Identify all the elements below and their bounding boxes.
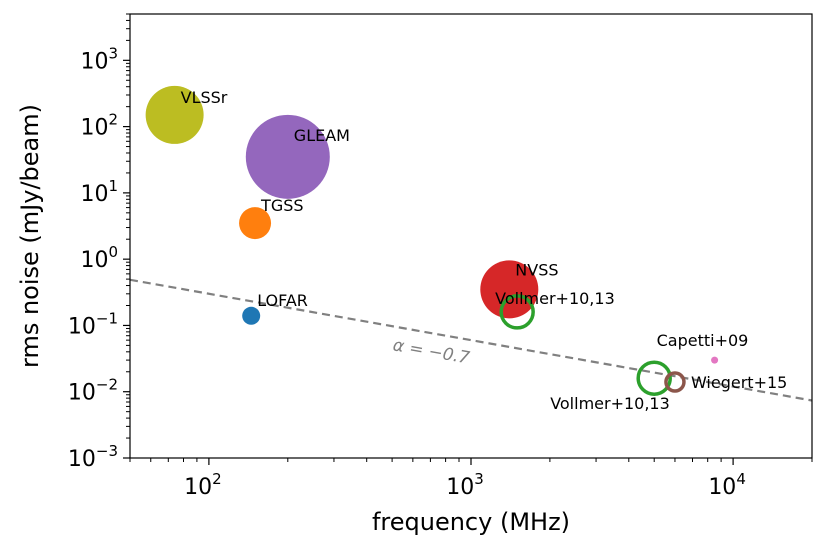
y-tick-label-4: 101 (80, 177, 118, 207)
x-tick-label-2: 104 (708, 470, 746, 500)
y-tick-label-2: 10−1 (68, 309, 118, 339)
point-vollmer-10-13-7 (636, 360, 672, 396)
point-label-vlssr-0: VLSSr (181, 88, 228, 107)
point-label-lofar-3: LOFAR (257, 291, 308, 310)
y-tick-label-3: 100 (80, 243, 118, 273)
point-label-vollmer-10-13-5: Vollmer+10,13 (495, 289, 615, 308)
point-label-vollmer-10-13-7: Vollmer+10,13 (550, 394, 670, 413)
y-tick-label-0: 10−3 (68, 442, 118, 472)
point-vlssr-0 (145, 85, 204, 144)
y-axis-ticks: 10−3 10−2 10−1 100 101 102 103 (68, 13, 130, 472)
x-tick-label-0: 102 (184, 470, 222, 500)
x-axis-title: frequency (MHz) (372, 508, 570, 536)
y-tick-label-1: 10−2 (68, 376, 118, 406)
point-nvss-4 (480, 260, 539, 319)
point-label-nvss-4: NVSS (515, 260, 558, 279)
point-label-gleam-1: GLEAM (294, 126, 350, 145)
reference-line-group (130, 278, 812, 402)
alpha-reference-line (130, 278, 812, 402)
point-gleam-1 (245, 114, 330, 199)
point-label-wiegert-15-8: Wiegert+15 (691, 373, 787, 392)
point-vollmer-10-13-5 (499, 294, 535, 330)
point-capetti-09-6 (711, 356, 719, 364)
x-axis-ticks: 102 103 104 (129, 458, 813, 500)
point-label-capetti-09-6: Capetti+09 (657, 331, 749, 350)
x-tick-label-1: 103 (446, 470, 484, 500)
alpha-reference-label: α = −0.7 (391, 335, 471, 368)
y-axis-title: rms noise (mJy/beam) (16, 104, 44, 368)
point-wiegert-15-8 (664, 371, 686, 393)
data-points-group (145, 85, 719, 396)
point-label-tgss-2: TGSS (260, 196, 303, 215)
point-tgss-2 (239, 207, 272, 240)
y-tick-label-5: 102 (80, 111, 118, 141)
y-tick-label-6: 103 (80, 44, 118, 74)
point-lofar-3 (242, 306, 261, 325)
